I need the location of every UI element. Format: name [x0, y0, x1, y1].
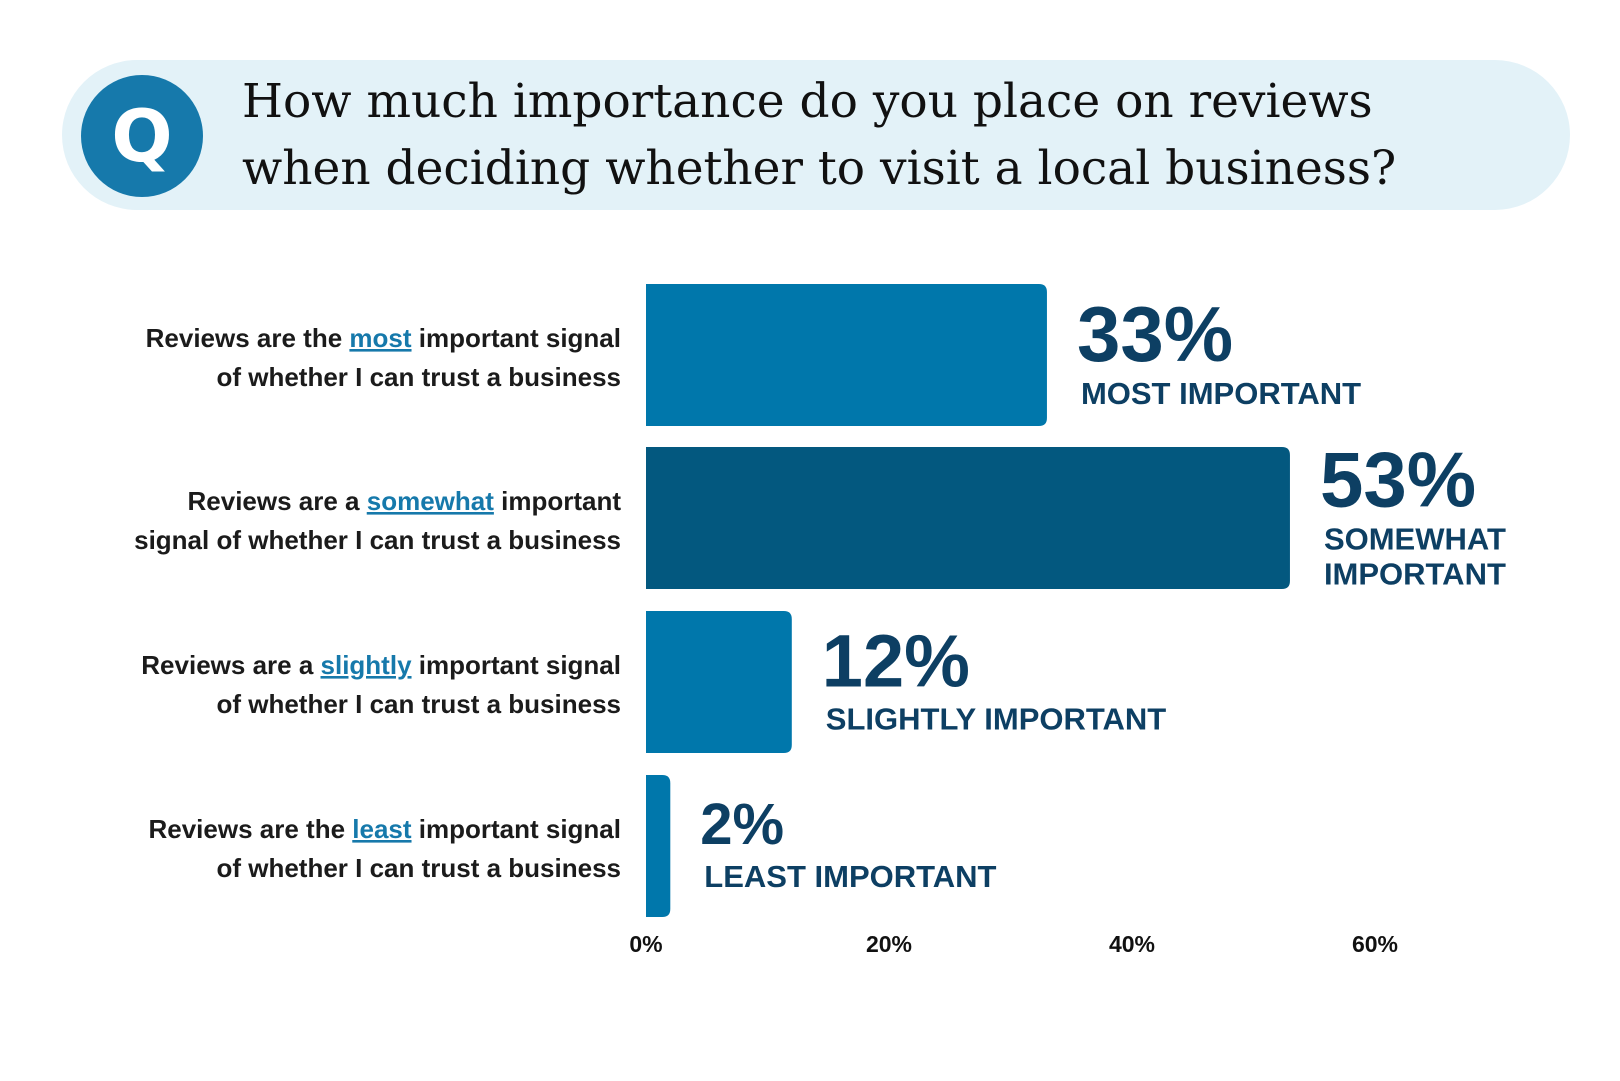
x-tick-label-1: 0%	[629, 931, 662, 957]
value-sublabel-1-line-1: MOST IMPORTANT	[1081, 376, 1361, 411]
category-label-part: important signal	[412, 323, 621, 353]
value-label-4: 2%	[700, 792, 784, 857]
category-label-part: important	[494, 486, 621, 516]
bar-1	[646, 284, 1047, 426]
category-label-part: Reviews are the	[146, 323, 350, 353]
category-label-1-line-1: Reviews are the most important signal	[146, 323, 621, 353]
bar-3	[646, 611, 792, 753]
category-emphasis-3: slightly	[321, 650, 413, 680]
question-title: How much importance do you place on revi…	[242, 68, 1522, 202]
value-sublabel-2-line-2: IMPORTANT	[1324, 556, 1506, 591]
x-tick-label-2: 20%	[866, 931, 912, 957]
value-sublabel-2-line-1: SOMEWHAT	[1324, 521, 1506, 556]
category-label-part: Reviews are a	[141, 650, 320, 680]
category-label-part: important signal	[412, 650, 621, 680]
value-sublabel-4-line-1: LEAST IMPORTANT	[704, 859, 996, 894]
category-emphasis-1: most	[349, 323, 411, 353]
category-label-4-line-1: Reviews are the least important signal	[148, 814, 621, 844]
question-title-line-2: when deciding whether to visit a local b…	[242, 141, 1397, 196]
question-banner	[62, 60, 1570, 210]
category-label-2-line-1: Reviews are a somewhat important	[188, 486, 622, 516]
category-label-part: important signal	[412, 814, 621, 844]
question-badge-letter: Q	[111, 94, 173, 178]
value-label-2: 53%	[1320, 435, 1476, 523]
value-label-1: 33%	[1077, 290, 1233, 378]
question-title-line-1: How much importance do you place on revi…	[242, 74, 1373, 129]
category-emphasis-4: least	[352, 814, 412, 844]
category-label-1-line-2: of whether I can trust a business	[216, 362, 621, 392]
category-label-4-line-2: of whether I can trust a business	[216, 853, 621, 883]
value-sublabel-3-line-1: SLIGHTLY IMPORTANT	[826, 701, 1167, 736]
x-tick-label-4: 60%	[1352, 931, 1398, 957]
x-tick-label-3: 40%	[1109, 931, 1155, 957]
bar-2	[646, 447, 1290, 589]
value-label-3: 12%	[822, 619, 970, 702]
question-badge-icon: Q	[81, 75, 203, 197]
category-label-3-line-2: of whether I can trust a business	[216, 689, 621, 719]
category-label-2-line-2: signal of whether I can trust a business	[134, 525, 621, 555]
bar-4	[646, 775, 671, 917]
category-label-part: Reviews are a	[188, 486, 367, 516]
category-emphasis-2: somewhat	[367, 486, 494, 516]
category-label-part: Reviews are the	[148, 814, 352, 844]
category-label-3-line-1: Reviews are a slightly important signal	[141, 650, 621, 680]
